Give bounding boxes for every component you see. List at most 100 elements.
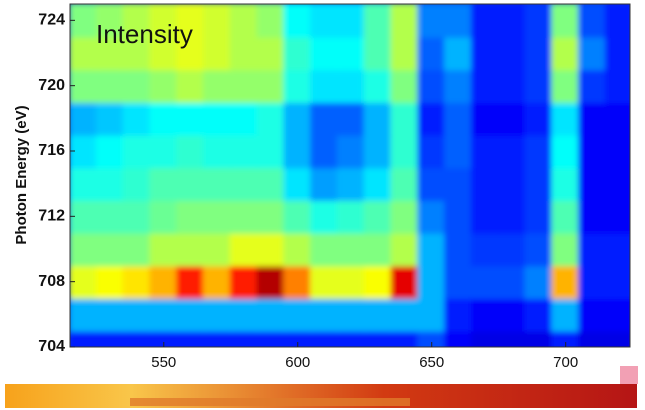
artifact-band (130, 398, 410, 406)
heatmap-cell (578, 133, 607, 169)
heatmap-cell (95, 101, 125, 136)
heatmap-cell (524, 133, 554, 169)
heatmap-cell (551, 68, 581, 103)
heatmap-cell (229, 329, 259, 347)
heatmap-cell (417, 68, 447, 103)
heatmap-cell (310, 329, 339, 347)
heatmap-cell (470, 264, 500, 299)
heatmap-cell (283, 133, 313, 169)
heatmap-cell (336, 199, 366, 234)
heatmap-cell (256, 35, 286, 71)
heatmap-cell (283, 264, 313, 299)
heatmap-cell (336, 101, 366, 136)
heatmap-cell (256, 68, 286, 103)
heatmap-cell (390, 166, 420, 201)
heatmap-cell (497, 166, 527, 201)
heatmap-cell (363, 133, 393, 169)
heatmap-cell (202, 297, 232, 332)
heatmap-cell (444, 264, 473, 299)
heatmap-cell (363, 166, 393, 201)
heatmap-cell (310, 101, 339, 136)
heatmap-cell (470, 329, 500, 347)
heatmap-cell (551, 231, 581, 267)
heatmap-cell (122, 68, 152, 103)
heatmap-cell (524, 4, 554, 38)
heatmap-cell (229, 101, 259, 136)
x-tick-label: 600 (285, 354, 310, 371)
heatmap-cell (578, 35, 607, 71)
heatmap-cell (95, 297, 125, 332)
heatmap-cell (470, 166, 500, 201)
heatmap-cell (283, 231, 313, 267)
heatmap-cell (524, 231, 554, 267)
heatmap-cell (578, 101, 607, 136)
heatmap-cell (256, 297, 286, 332)
heatmap-cell (176, 4, 205, 38)
heatmap-cell (202, 199, 232, 234)
heatmap-cell (417, 4, 447, 38)
heatmap-cell (336, 68, 366, 103)
heatmap-cell (390, 199, 420, 234)
heatmap-cell (363, 231, 393, 267)
y-tick-label: 720 (38, 77, 65, 94)
heatmap-cell (256, 4, 286, 38)
heatmap-cell (578, 4, 607, 38)
heatmap-cell (524, 68, 554, 103)
heatmap-cell (524, 166, 554, 201)
heatmap-cell (363, 101, 393, 136)
heatmap-cell (390, 264, 420, 299)
heatmap-cell (95, 329, 125, 347)
heatmap-cell (417, 166, 447, 201)
heatmap-cell (497, 297, 527, 332)
x-tick-label: 550 (151, 354, 176, 371)
heatmap-cell (229, 231, 259, 267)
heatmap-cell (70, 35, 98, 71)
heatmap-cell (95, 35, 125, 71)
heatmap-cell (417, 264, 447, 299)
heatmap-cell (497, 35, 527, 71)
heatmap-cell (149, 35, 179, 71)
heatmap-cell (470, 297, 500, 332)
heatmap-cell (417, 199, 447, 234)
x-tick-label: 650 (419, 354, 444, 371)
heatmap-cell (149, 264, 179, 299)
heatmap-cell (604, 297, 630, 332)
heatmap-cell (390, 297, 420, 332)
heatmap-cell (604, 199, 630, 234)
heatmap-cell (122, 101, 152, 136)
heatmap-cell (336, 297, 366, 332)
heatmap-cell (310, 35, 339, 71)
heatmap-cell (524, 329, 554, 347)
heatmap-cell (604, 166, 630, 201)
heatmap-cell (470, 199, 500, 234)
heatmap-cell (363, 4, 393, 38)
y-axis-label: Photon Energy (eV) (13, 105, 30, 244)
heatmap-cell (256, 329, 286, 347)
heatmap-cell (176, 35, 205, 71)
heatmap-cell (470, 4, 500, 38)
heatmap-cell (363, 68, 393, 103)
heatmap-cell (176, 264, 205, 299)
heatmap-cell (310, 133, 339, 169)
heatmap-cell (95, 68, 125, 103)
heatmap-cell (149, 4, 179, 38)
heatmap-cell (336, 4, 366, 38)
heatmap-cell (390, 133, 420, 169)
heatmap-cell (149, 166, 179, 201)
heatmap-cell (149, 329, 179, 347)
heatmap-cell (470, 35, 500, 71)
x-tick-label: 700 (553, 354, 578, 371)
heatmap-cell (497, 101, 527, 136)
heatmap-cell (444, 231, 473, 267)
heatmap-cell (310, 166, 339, 201)
heatmap-cell (604, 35, 630, 71)
heatmap-cells (70, 4, 630, 347)
heatmap-cell (604, 4, 630, 38)
heatmap-cell (336, 35, 366, 71)
heatmap-cell (470, 68, 500, 103)
heatmap-cell (229, 297, 259, 332)
heatmap-cell (122, 35, 152, 71)
heatmap-cell (444, 166, 473, 201)
heatmap-cell (95, 4, 125, 38)
